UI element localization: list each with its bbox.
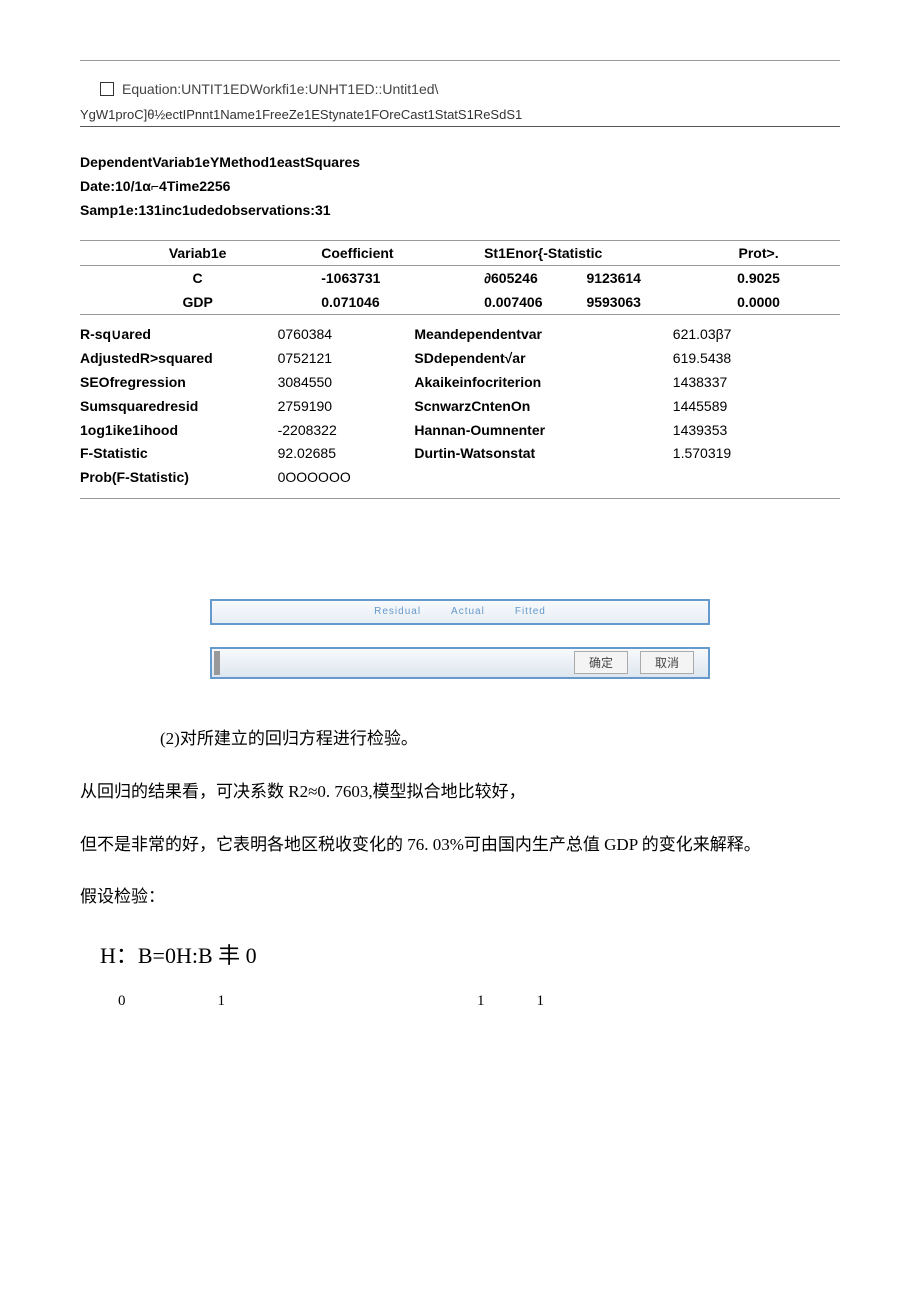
graph-legend: Residual Actual Fitted <box>210 599 710 625</box>
sub: 1 <box>477 983 485 1019</box>
stat-label: Meandependentvar <box>414 323 672 347</box>
formula-subscripts: 0 1 1 1 <box>118 983 840 1019</box>
stat-label: SEOfregression <box>80 371 278 395</box>
stat-value: 2759190 <box>278 395 415 419</box>
cell-var: C <box>80 266 315 291</box>
stat-value: 92.02685 <box>278 442 415 466</box>
graph-panel: Residual Actual Fitted 确定 取消 <box>210 599 710 679</box>
ok-button[interactable]: 确定 <box>574 651 628 674</box>
stat-label: Hannan-Oumnenter <box>414 419 672 443</box>
stats-row: F-Statistic 92.02685 Durtin-Watsonstat 1… <box>80 442 840 466</box>
stats-row: AdjustedR>squared 0752121 SDdependent√ar… <box>80 347 840 371</box>
stats-row: 1og1ike1ihood -2208322 Hannan-Oumnenter … <box>80 419 840 443</box>
header-line2: Date:10/1α⌐4Time2256 <box>80 175 840 199</box>
stats-row: Sumsquaredresid 2759190 ScnwarzCntenOn 1… <box>80 395 840 419</box>
stat-value: 1445589 <box>673 395 840 419</box>
stat-value: 0752121 <box>278 347 415 371</box>
window-title: Equation:UNTIT1EDWorkfi1e:UNHT1ED::Untit… <box>122 81 438 97</box>
stat-value: 1439353 <box>673 419 840 443</box>
stats-row: Prob(F-Statistic) 0OOOOOO <box>80 466 840 490</box>
stat-label: Prob(F-Statistic) <box>80 466 278 490</box>
stat-value: 0760384 <box>278 323 415 347</box>
stat-label: R-sq∪ared <box>80 323 278 347</box>
paragraph: 但不是非常的好，它表明各地区税收变化的 76. 03%可由国内生产总值 GDP … <box>80 825 840 866</box>
cell-p: 0.0000 <box>677 290 840 315</box>
stat-value: 3084550 <box>278 371 415 395</box>
stat-label: SDdependent√ar <box>414 347 672 371</box>
th-std-t: St1Enor{-Statistic <box>478 241 677 266</box>
stats-row: R-sq∪ared 0760384 Meandependentvar 621.0… <box>80 323 840 347</box>
stat-label: Akaikeinfocriterion <box>414 371 672 395</box>
cancel-button[interactable]: 取消 <box>640 651 694 674</box>
legend-fitted: Fitted <box>515 606 546 617</box>
stat-value: 1438337 <box>673 371 840 395</box>
stat-label: AdjustedR>squared <box>80 347 278 371</box>
cell-var: GDP <box>80 290 315 315</box>
coefficients-table: Variab1e Coefficient St1Enor{-Statistic … <box>80 240 840 315</box>
stat-value: 621.03β7 <box>673 323 840 347</box>
sub: 0 <box>118 983 126 1019</box>
header-line1: DependentVariab1eYMethod1eastSquares <box>80 151 840 175</box>
paragraph: 从回归的结果看，可决系数 R2≈0. 7603,模型拟合地比较好， <box>80 772 840 813</box>
cell-p: 0.9025 <box>677 266 840 291</box>
graph-buttons: 确定 取消 <box>210 647 710 679</box>
window-title-row: Equation:UNTIT1EDWorkfi1e:UNHT1ED::Untit… <box>100 81 840 97</box>
stats-row: SEOfregression 3084550 Akaikeinfocriteri… <box>80 371 840 395</box>
stat-label: Sumsquaredresid <box>80 395 278 419</box>
stats-block: R-sq∪ared 0760384 Meandependentvar 621.0… <box>80 315 840 499</box>
stat-label: ScnwarzCntenOn <box>414 395 672 419</box>
legend-actual: Actual <box>451 606 485 617</box>
legend-residual: Residual <box>374 606 421 617</box>
table-row: C -1063731 ∂605246 9123614 0.9025 <box>80 266 840 291</box>
sub: 1 <box>218 983 226 1019</box>
regression-header: DependentVariab1eYMethod1eastSquares Dat… <box>80 151 840 222</box>
menu-bar: YgW1proC]θ½ectIPnnt1Name1FreeZe1EStynate… <box>80 103 840 127</box>
stat-label <box>414 466 672 490</box>
cell-coef: -1063731 <box>315 266 478 291</box>
th-prob: Prot>. <box>677 241 840 266</box>
stat-value: -2208322 <box>278 419 415 443</box>
stat-value: 1.570319 <box>673 442 840 466</box>
paragraph: 假设检验： <box>80 877 840 918</box>
stat-value <box>673 466 840 490</box>
th-coefficient: Coefficient <box>315 241 478 266</box>
window-icon <box>100 82 114 96</box>
stat-label: Durtin-Watsonstat <box>414 442 672 466</box>
cell-std: 0.007406 <box>478 290 580 315</box>
cell-t: 9123614 <box>580 266 677 291</box>
header-line3: Samp1e:131inc1udedobservations:31 <box>80 199 840 223</box>
cell-std: ∂605246 <box>478 266 580 291</box>
hypothesis-formula: H：B=0H:B 丰 0 <box>100 930 840 983</box>
stat-value: 619.5438 <box>673 347 840 371</box>
th-variable: Variab1e <box>80 241 315 266</box>
stat-label: 1og1ike1ihood <box>80 419 278 443</box>
cell-coef: 0.071046 <box>315 290 478 315</box>
analysis-text: (2)对所建立的回归方程进行检验。 从回归的结果看，可决系数 R2≈0. 760… <box>80 719 840 1019</box>
stat-value: 0OOOOOO <box>278 466 415 490</box>
stat-label: F-Statistic <box>80 442 278 466</box>
cell-t: 9593063 <box>580 290 677 315</box>
table-row: GDP 0.071046 0.007406 9593063 0.0000 <box>80 290 840 315</box>
sub: 1 <box>537 983 545 1019</box>
paragraph: (2)对所建立的回归方程进行检验。 <box>80 719 840 760</box>
